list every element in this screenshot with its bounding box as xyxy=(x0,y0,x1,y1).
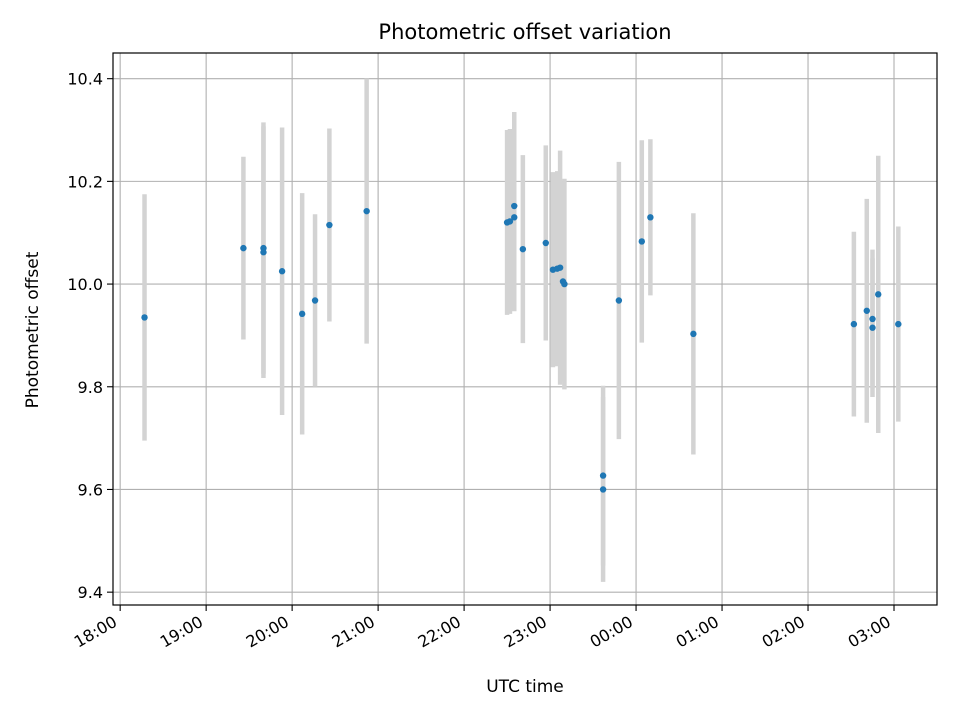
data-point xyxy=(278,268,286,275)
data-point xyxy=(615,297,623,304)
data-point xyxy=(869,315,876,323)
x-tick-label: 00:00 xyxy=(587,612,636,652)
data-point xyxy=(690,330,697,338)
data-point xyxy=(850,320,858,328)
data-points xyxy=(141,202,902,493)
x-tick-label: 21:00 xyxy=(329,612,378,652)
y-tick-label: 10.0 xyxy=(67,275,103,294)
data-point xyxy=(599,472,607,479)
data-point xyxy=(298,310,306,318)
y-tick-label: 9.4 xyxy=(78,583,103,602)
data-point xyxy=(542,239,549,247)
data-point xyxy=(326,221,333,229)
data-point xyxy=(599,486,607,493)
error-bars xyxy=(142,78,901,582)
data-point xyxy=(311,297,319,304)
x-tick-label: 22:00 xyxy=(415,612,464,652)
x-tick-label: 01:00 xyxy=(673,612,722,652)
data-point xyxy=(561,280,568,288)
data-point xyxy=(647,214,654,221)
x-tick-label: 20:00 xyxy=(243,612,292,652)
y-tick-label: 9.6 xyxy=(78,480,103,499)
y-tick-label: 9.8 xyxy=(78,378,103,397)
x-tick-label: 23:00 xyxy=(501,612,550,652)
data-point xyxy=(506,218,514,225)
data-point xyxy=(556,264,564,271)
data-point xyxy=(141,314,148,321)
data-point xyxy=(519,245,527,253)
chart-title: Photometric offset variation xyxy=(378,20,671,44)
x-tick-label: 19:00 xyxy=(157,612,206,652)
data-point xyxy=(863,307,870,314)
plot-area-frame xyxy=(112,52,938,606)
data-point xyxy=(240,244,247,252)
y-tick-label: 10.4 xyxy=(67,70,103,89)
data-point xyxy=(869,324,876,331)
y-tick-label: 10.2 xyxy=(67,172,103,191)
data-point xyxy=(511,202,518,210)
data-point xyxy=(260,249,267,256)
x-axis-ticks: 18:00 19:00 20:00 21:00 22:00 23:00 00:00 01:00… xyxy=(71,605,895,652)
x-axis-label: UTC time xyxy=(486,677,564,697)
data-point xyxy=(511,214,518,221)
data-point xyxy=(895,320,902,328)
data-point xyxy=(363,207,370,215)
data-point xyxy=(638,238,645,245)
y-axis-ticks: 9.4 9.6 9.8 10.0 10.2 10.4 xyxy=(67,70,113,602)
y-axis-label: Photometric offset xyxy=(23,251,43,408)
data-point xyxy=(875,291,882,298)
x-tick-label: 02:00 xyxy=(759,612,808,652)
x-tick-label: 03:00 xyxy=(845,612,894,652)
x-tick-label: 18:00 xyxy=(71,612,120,652)
